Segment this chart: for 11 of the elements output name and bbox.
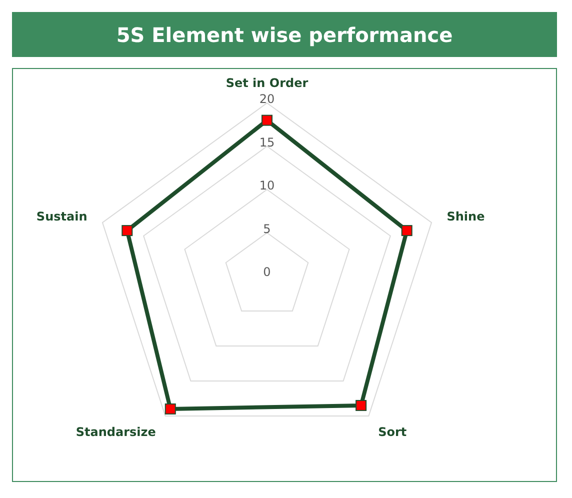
y-tick-label: 0 <box>263 265 271 279</box>
spoke-label: Standarsize <box>76 425 156 440</box>
y-tick-label: 15 <box>259 135 275 150</box>
spoke-label: Sort <box>378 425 407 440</box>
y-tick-label: 5 <box>263 222 271 236</box>
y-tick-label: 20 <box>259 92 275 106</box>
spoke-label: Shine <box>446 209 485 224</box>
spoke-label: Set in Order <box>226 76 308 90</box>
spoke-label: Sustain <box>36 209 88 224</box>
chart-title: 5S Element wise performance <box>12 12 557 57</box>
y-tick-label: 10 <box>259 178 275 192</box>
